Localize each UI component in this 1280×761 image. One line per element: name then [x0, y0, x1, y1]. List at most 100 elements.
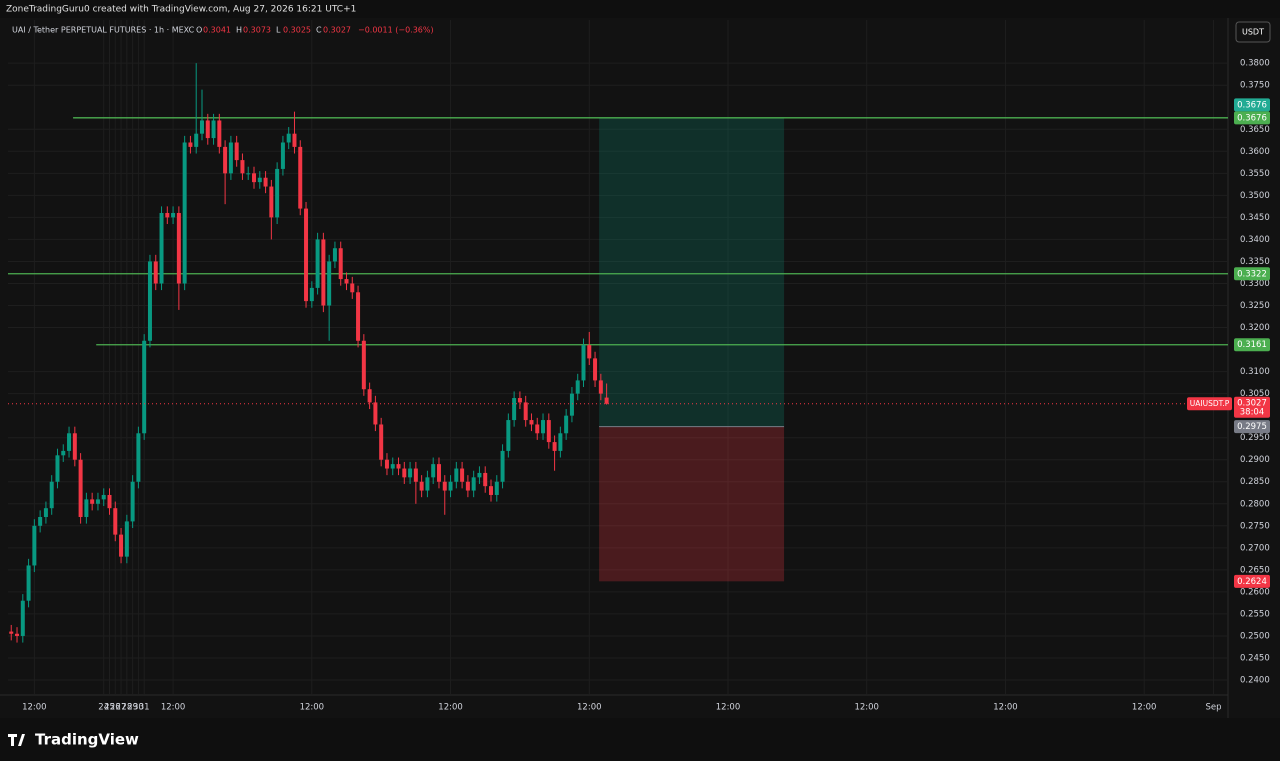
ohlc-letter: H: [236, 26, 242, 35]
candle-body: [529, 420, 534, 425]
candle-body: [171, 212, 176, 218]
candle-body: [211, 120, 216, 139]
y-tick-label: 0.2400: [1240, 676, 1270, 686]
candle-body: [321, 239, 326, 306]
candle-body: [119, 534, 124, 557]
x-tick-label: 31: [139, 703, 150, 713]
candle-body: [188, 142, 193, 147]
candle-body: [598, 380, 603, 394]
candle-body: [136, 433, 141, 482]
candle-body: [564, 415, 569, 434]
attribution: ZoneTradingGuru0 created with TradingVie…: [6, 5, 356, 15]
candle-body: [327, 261, 332, 306]
candle-body: [9, 631, 14, 634]
y-tick-label: 0.2950: [1240, 433, 1270, 443]
countdown: 38:04: [1240, 407, 1265, 417]
candle-body: [84, 499, 89, 517]
candle-body: [373, 402, 378, 425]
candle-body: [344, 279, 349, 284]
x-tick-label: 12:00: [300, 703, 325, 713]
currency-button[interactable]: [1235, 21, 1271, 43]
x-tick-label: 12:00: [161, 703, 186, 713]
logo: TradingView: [8, 731, 139, 749]
level-price-label-box: [1234, 267, 1270, 281]
symbol-title: UAI / Tether PERPETUAL FUTURES · 1h · ME…: [12, 26, 195, 35]
candle-body: [309, 287, 314, 302]
candle-body: [147, 261, 152, 341]
candle-body: [390, 464, 395, 469]
x-tick-label: Sep: [1206, 703, 1222, 713]
candle-body: [280, 142, 285, 169]
y-tick-label: 0.3200: [1240, 323, 1270, 333]
symbol-tag: UAIUSDT.P: [1190, 399, 1230, 408]
y-tick-label: 0.3800: [1240, 59, 1270, 69]
candle-body: [240, 160, 245, 174]
candle-body: [413, 468, 418, 482]
level-price-label: 0.3322: [1237, 269, 1267, 279]
y-tick-label: 0.2600: [1240, 587, 1270, 597]
y-tick-label: 0.2850: [1240, 477, 1270, 487]
ohlc-letter: L: [276, 26, 281, 35]
candle-body: [569, 393, 574, 416]
candle-body: [419, 481, 424, 491]
target-price-label-box: [1234, 98, 1270, 112]
candle-body: [506, 420, 511, 451]
candle-body: [43, 508, 48, 517]
candle-body: [182, 142, 187, 284]
candle-body: [587, 345, 592, 359]
candle-body: [159, 212, 164, 284]
y-tick-label: 0.3050: [1240, 389, 1270, 399]
x-tick-label: 12:00: [22, 703, 47, 713]
candle-body: [460, 468, 465, 482]
candle-body: [384, 459, 389, 469]
candle-body: [55, 455, 60, 482]
candle-body: [431, 464, 436, 478]
candle-body: [228, 142, 233, 174]
candle-body: [535, 424, 540, 434]
ohlc-legend: O 0.3041 H 0.3073 L 0.3025 C 0.3027 −0.0011 (−0.…: [196, 26, 434, 35]
x-tick-label: 12:00: [438, 703, 463, 713]
candle-body: [130, 481, 135, 522]
level-price-label-box: [1234, 111, 1270, 125]
candle-body: [199, 120, 204, 134]
x-tick-label: 24: [98, 703, 109, 713]
candle-body: [425, 477, 430, 491]
candle-body: [408, 468, 413, 478]
candle-body: [512, 398, 517, 421]
candle-body: [546, 420, 551, 443]
brand: TradingView: [35, 731, 139, 749]
candle-body: [517, 398, 522, 403]
y-tick-label: 0.2900: [1240, 455, 1270, 465]
y-tick-label: 0.2450: [1240, 653, 1270, 663]
candle-body: [396, 464, 401, 469]
level-price-label-box: [1234, 338, 1270, 352]
candle-body: [558, 433, 563, 451]
y-tick-label: 0.2800: [1240, 499, 1270, 509]
x-tick-label: 12:00: [1132, 703, 1157, 713]
entry-price-label-box: [1234, 420, 1270, 434]
y-tick-label: 0.3300: [1240, 279, 1270, 289]
price-change: −0.0011 (−0.36%): [358, 26, 434, 35]
candle-body: [298, 146, 303, 209]
ohlc-letter: O: [196, 26, 202, 35]
candle-body: [292, 133, 297, 147]
candle-body: [442, 481, 447, 491]
currency-label[interactable]: USDT: [1242, 28, 1264, 37]
candle-body: [494, 481, 499, 495]
candle-body: [176, 212, 181, 284]
candle-body: [205, 120, 210, 139]
ohlc-value: 0.3025: [283, 26, 311, 35]
symbol-tag-box: [1187, 397, 1232, 411]
candle-body: [107, 494, 112, 509]
plot: [8, 20, 1228, 695]
y-tick-label: 0.3650: [1240, 125, 1270, 135]
candle-body: [263, 177, 268, 187]
x-tick-label: 26: [110, 703, 121, 713]
candle-body: [581, 345, 586, 381]
x-tick-label: 27: [116, 703, 127, 713]
candle-body: [552, 442, 557, 451]
x-tick-label: 12:00: [993, 703, 1018, 713]
ohlc-value: 0.3073: [243, 26, 271, 35]
candle-body: [448, 481, 453, 491]
candle-body: [269, 186, 274, 218]
